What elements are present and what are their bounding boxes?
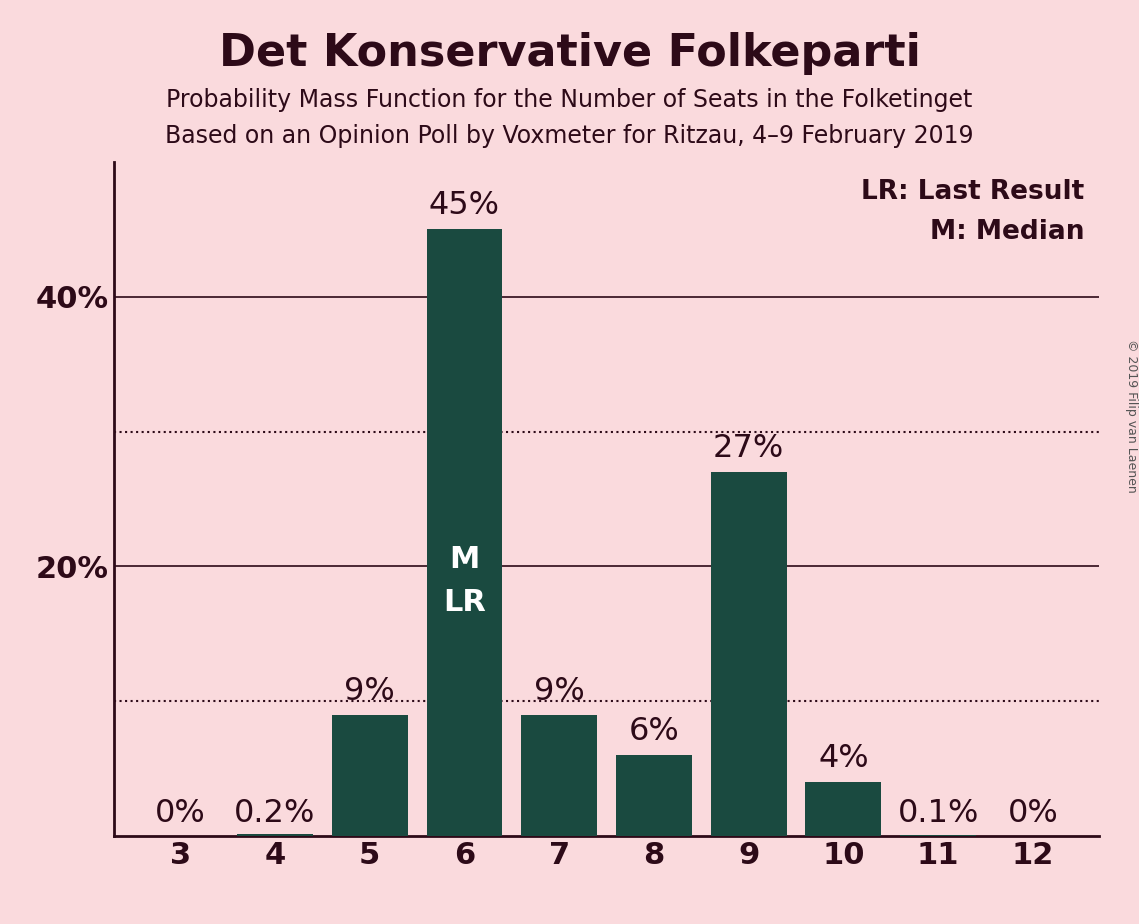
- Bar: [237, 833, 313, 836]
- Text: 9%: 9%: [534, 675, 584, 707]
- Text: 4%: 4%: [818, 743, 869, 774]
- Text: 0%: 0%: [1008, 798, 1058, 830]
- Text: 27%: 27%: [713, 432, 785, 464]
- Text: Based on an Opinion Poll by Voxmeter for Ritzau, 4–9 February 2019: Based on an Opinion Poll by Voxmeter for…: [165, 124, 974, 148]
- Bar: [522, 715, 597, 836]
- Bar: [331, 715, 408, 836]
- Bar: [711, 472, 787, 836]
- Text: 45%: 45%: [429, 190, 500, 221]
- Text: Probability Mass Function for the Number of Seats in the Folketinget: Probability Mass Function for the Number…: [166, 88, 973, 112]
- Text: Det Konservative Folkeparti: Det Konservative Folkeparti: [219, 32, 920, 76]
- Text: 9%: 9%: [344, 675, 395, 707]
- Bar: [900, 835, 976, 836]
- Text: 0.2%: 0.2%: [235, 798, 316, 830]
- Text: © 2019 Filip van Laenen: © 2019 Filip van Laenen: [1124, 339, 1138, 492]
- Text: 0%: 0%: [155, 798, 205, 830]
- Text: 0.1%: 0.1%: [898, 798, 978, 830]
- Bar: [805, 783, 882, 836]
- Bar: [616, 755, 691, 836]
- Text: M
LR: M LR: [443, 545, 486, 617]
- Bar: [426, 229, 502, 836]
- Text: 6%: 6%: [629, 716, 679, 748]
- Text: LR: Last Result: LR: Last Result: [861, 178, 1084, 204]
- Text: M: Median: M: Median: [929, 219, 1084, 245]
